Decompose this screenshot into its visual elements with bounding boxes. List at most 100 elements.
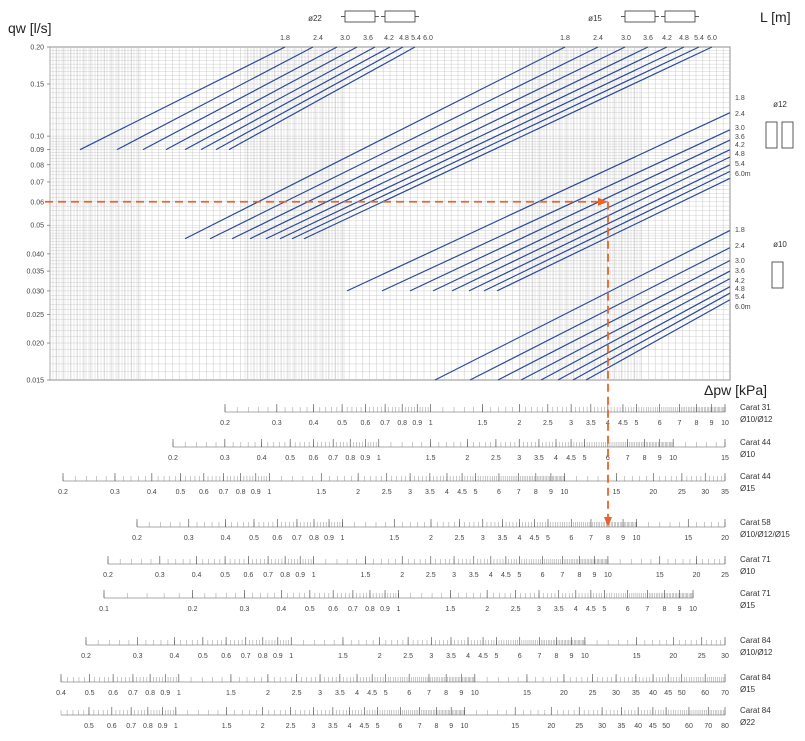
scale-tick-label: 0.5 bbox=[337, 420, 347, 427]
scale-subtitle: Ø15 bbox=[740, 601, 756, 610]
length-label-ø10: 5.4 bbox=[735, 294, 745, 301]
scale-tick-label: 0.4 bbox=[309, 420, 319, 427]
length-label-ø12: 3.0 bbox=[735, 125, 745, 132]
y-tick-label: 0.06 bbox=[30, 199, 44, 206]
scale-tick-label: 9 bbox=[570, 653, 574, 660]
curve-ø12-6.0m bbox=[496, 177, 731, 292]
scale-tick-label: 0.3 bbox=[155, 572, 165, 579]
scale-tick-label: 0.9 bbox=[360, 455, 370, 462]
scale-tick-label: 8 bbox=[554, 653, 558, 660]
scale-tick-label: 5 bbox=[474, 489, 478, 496]
scale-subtitle: Ø10 bbox=[740, 567, 756, 576]
length-label-ø15: 5.4 bbox=[694, 35, 704, 42]
curve-ø12-3.0 bbox=[409, 139, 731, 292]
scale-tick-label: 3.5 bbox=[328, 723, 338, 730]
length-label-ø10: 6.0m bbox=[735, 304, 751, 311]
scale-tick-label: 8 bbox=[434, 723, 438, 730]
scale-tick-label: 10 bbox=[471, 690, 479, 697]
scale-tick-label: 1 bbox=[289, 653, 293, 660]
scale-tick-label: 0.3 bbox=[272, 420, 282, 427]
scale-tick-label: 0.6 bbox=[272, 535, 282, 542]
curve-ø22-5.4 bbox=[215, 46, 404, 151]
curve-ø22-6.0 bbox=[228, 46, 416, 151]
scale-tick-label: 0.2 bbox=[81, 653, 91, 660]
scale-tick-label: 0.4 bbox=[56, 690, 66, 697]
scale-tick-label: 0.3 bbox=[220, 455, 230, 462]
scale-tick-label: 10 bbox=[669, 455, 677, 462]
scale-tick-label: 1 bbox=[312, 572, 316, 579]
y-tick-label: 0.030 bbox=[26, 288, 44, 295]
scale-tick-label: 20 bbox=[669, 653, 677, 660]
scale-tick-label: 40 bbox=[634, 723, 642, 730]
scale-tick-label: 0.9 bbox=[380, 606, 390, 613]
curve-ø15-3.0 bbox=[231, 46, 626, 240]
scale-tick-label: 6 bbox=[518, 653, 522, 660]
scale-tick-label: 7 bbox=[626, 455, 630, 462]
scale-tick-label: 5 bbox=[495, 653, 499, 660]
scale-tick-label: 5 bbox=[384, 690, 388, 697]
scale-tick-label: 3 bbox=[452, 572, 456, 579]
scale-tick-label: 15 bbox=[523, 690, 531, 697]
scale-tick-label: 0.5 bbox=[220, 572, 230, 579]
curve-ø12-5.4 bbox=[483, 170, 731, 292]
curve-ø12-1.8 bbox=[346, 112, 731, 292]
scale-tick-label: 35 bbox=[721, 489, 729, 496]
scale-tick-label: 0.6 bbox=[309, 455, 319, 462]
scale-name: Carat 44 bbox=[740, 438, 771, 447]
curve-ø22-1.8 bbox=[79, 46, 286, 151]
scale-tick-label: 0.5 bbox=[285, 455, 295, 462]
y-tick-label: 0.040 bbox=[26, 251, 44, 258]
scale-tick-label: 4 bbox=[355, 690, 359, 697]
diameter-label-ø22: ø22 bbox=[308, 14, 322, 23]
scale-tick-label: 20 bbox=[721, 535, 729, 542]
scale-tick-label: 0.6 bbox=[199, 489, 209, 496]
example-arrow-down-icon bbox=[604, 517, 613, 527]
pressure-scales: 0.2 0.3 0.4 0.5 0.6 0.7 0.8 0.9 1 1.5 2 2.5 3 3.5 4 4.5… bbox=[56, 403, 790, 730]
length-label-ø10: 4.2 bbox=[735, 278, 745, 285]
scale-tick-label: 15 bbox=[612, 489, 620, 496]
curve-ø12-3.6 bbox=[432, 149, 731, 292]
scale-tick-label: 45 bbox=[649, 723, 657, 730]
curve-ø10-3.0 bbox=[497, 259, 731, 381]
scale-tick-label: 0.3 bbox=[184, 535, 194, 542]
scale-tick-label: 5 bbox=[602, 606, 606, 613]
scale-tick-label: 4.5 bbox=[586, 606, 596, 613]
curve-ø10-4.2 bbox=[540, 278, 731, 381]
scale-tick-label: 6 bbox=[626, 606, 630, 613]
curve-ø12-2.4 bbox=[381, 129, 731, 292]
scale-tick-label: 1.5 bbox=[316, 489, 326, 496]
length-label-ø12: 3.6 bbox=[735, 134, 745, 141]
scale-tick-label: 9 bbox=[459, 690, 463, 697]
scale-tick-label: 0.8 bbox=[309, 535, 319, 542]
length-label-ø15: 2.4 bbox=[593, 35, 603, 42]
scale-tick-label: 2 bbox=[356, 489, 360, 496]
scale-tick-label: 0.7 bbox=[219, 489, 229, 496]
scale-tick-label: 35 bbox=[617, 723, 625, 730]
radiator-icon bbox=[664, 10, 696, 23]
curve-ø15-4.8 bbox=[279, 46, 685, 240]
radiator-icon bbox=[765, 121, 778, 149]
scale-tick-label: 7 bbox=[589, 535, 593, 542]
scale-tick-label: 0.5 bbox=[85, 690, 95, 697]
diameter-label-ø10: ø10 bbox=[773, 240, 787, 249]
curve-ø15-2.4 bbox=[209, 46, 599, 240]
radiator-icon bbox=[781, 121, 794, 149]
scale-tick-label: 3.5 bbox=[469, 572, 479, 579]
scale-tick-label: 3.5 bbox=[498, 535, 508, 542]
scale-tick-label: 25 bbox=[589, 690, 597, 697]
scale-tick-label: 7 bbox=[418, 723, 422, 730]
length-label-ø22: 6.0 bbox=[423, 35, 433, 42]
scale-tick-label: 25 bbox=[575, 723, 583, 730]
length-axis-title: L [m] bbox=[760, 9, 791, 25]
curve-ø22-2.4 bbox=[116, 46, 314, 151]
scale-tick-label: 0.5 bbox=[305, 606, 315, 613]
scale-tick-label: 0.7 bbox=[348, 606, 358, 613]
scale-tick-label: 2 bbox=[485, 606, 489, 613]
scale-tick-label: 0.6 bbox=[328, 606, 338, 613]
scale-tick-label: 2 bbox=[400, 572, 404, 579]
scale-tick-label: 7 bbox=[517, 489, 521, 496]
scale-tick-label: 10 bbox=[604, 572, 612, 579]
scale-tick-label: 0.4 bbox=[147, 489, 157, 496]
scale-tick-label: 20 bbox=[547, 723, 555, 730]
